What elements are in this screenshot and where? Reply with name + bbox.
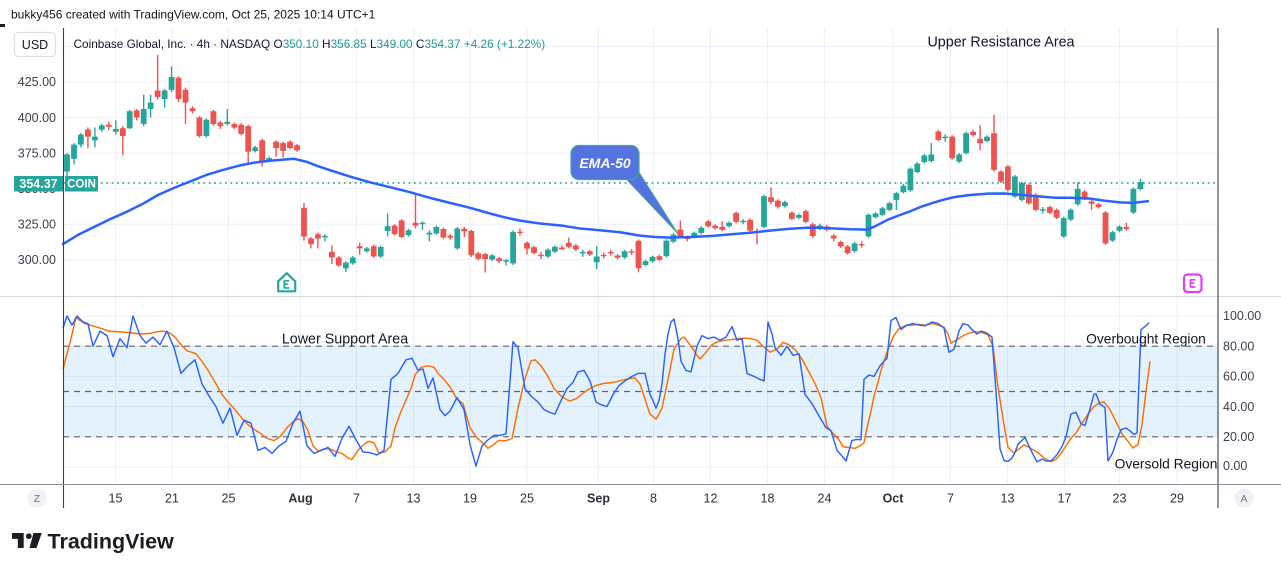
svg-text:7: 7 [353,492,360,506]
svg-text:25: 25 [520,492,534,506]
svg-text:A: A [1240,493,1247,505]
svg-text:19: 19 [463,492,477,506]
svg-text:375.00: 375.00 [18,146,56,160]
svg-text:Lower Support Area: Lower Support Area [282,332,408,348]
svg-text:Overbought Region: Overbought Region [1086,332,1206,347]
svg-text:400.00: 400.00 [18,111,56,125]
svg-text:13: 13 [1001,492,1015,506]
svg-text:40.00: 40.00 [1223,400,1254,414]
svg-text:bukky456 created with TradingV: bukky456 created with TradingView.com, O… [11,8,376,22]
svg-text:EMA-50: EMA-50 [579,155,631,171]
svg-text:Upper Resistance Area: Upper Resistance Area [927,35,1074,51]
svg-text:300.00: 300.00 [18,253,56,267]
svg-text:Coinbase Global, Inc. · 4h · N: Coinbase Global, Inc. · 4h · NASDAQ O350… [74,37,546,51]
svg-text:80.00: 80.00 [1223,339,1254,353]
svg-text:25: 25 [222,492,236,506]
svg-text:Z: Z [34,493,41,505]
svg-text:325.00: 325.00 [18,217,56,231]
svg-text:COIN: COIN [67,179,96,191]
svg-text:7: 7 [947,492,954,506]
svg-text:100.00: 100.00 [1223,309,1261,323]
svg-text:0.00: 0.00 [1223,459,1247,473]
svg-text:13: 13 [407,492,421,506]
svg-text:20.00: 20.00 [1223,430,1254,444]
svg-text:354.37: 354.37 [19,177,57,191]
svg-text:24: 24 [818,492,832,506]
svg-text:8: 8 [650,492,657,506]
svg-text:15: 15 [109,492,123,506]
svg-text:Aug: Aug [288,492,312,506]
svg-text:USD: USD [22,38,48,52]
svg-text:60.00: 60.00 [1223,370,1254,384]
svg-text:12: 12 [704,492,718,506]
svg-text:425.00: 425.00 [18,75,56,89]
svg-text:TradingView: TradingView [48,530,175,554]
svg-text:21: 21 [165,492,179,506]
svg-text:17: 17 [1058,492,1072,506]
svg-text:18: 18 [761,492,775,506]
svg-text:Oversold Region: Oversold Region [1115,457,1218,472]
svg-text:Oct: Oct [883,492,905,506]
svg-text:23: 23 [1113,492,1127,506]
svg-text:29: 29 [1170,492,1184,506]
svg-text:Sep: Sep [587,492,610,506]
